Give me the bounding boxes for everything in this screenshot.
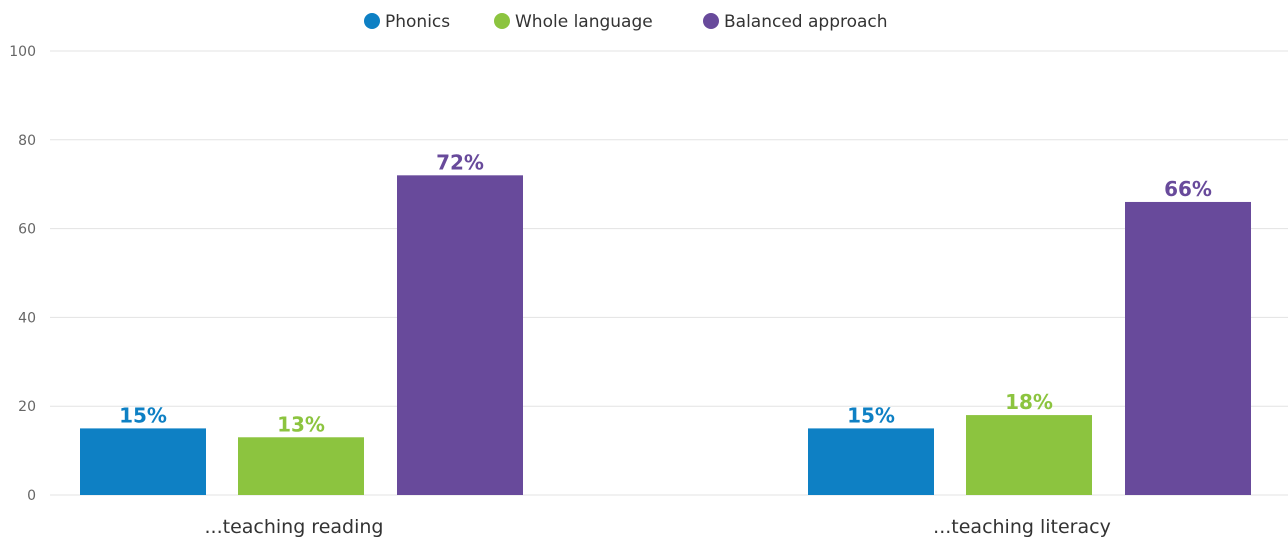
legend-item: Phonics [364,12,450,32]
legend-item: Whole language [494,12,653,32]
bar [808,428,934,495]
data-labels: 15% 13% 72% 15% 18% 66% [119,150,1212,436]
bar [238,437,364,495]
bar [80,428,206,495]
bar-value-label: 18% [1005,390,1053,414]
bar-value-label: 13% [277,412,325,436]
y-tick-label: 80 [18,133,36,149]
bar-value-label: 15% [119,403,167,427]
x-category-label: ...teaching reading [205,516,384,538]
legend-label: Balanced approach [724,12,888,32]
gridlines [50,50,1288,496]
bars [80,175,1251,495]
x-axis-categories: ...teaching reading ...teaching literacy [205,516,1111,538]
bar [397,175,523,495]
legend: Phonics Whole language Balanced approach [364,12,888,32]
legend-marker-icon [494,13,510,29]
y-tick-label: 40 [18,310,36,326]
legend-marker-icon [703,13,719,29]
bar-value-label: 15% [847,403,895,427]
legend-item: Balanced approach [703,12,888,32]
y-tick-label: 100 [9,44,36,60]
y-tick-label: 0 [27,488,36,504]
y-tick-label: 60 [18,222,36,238]
legend-label: Whole language [515,12,653,32]
y-axis-ticks: 0 20 40 60 80 100 [9,44,36,504]
legend-marker-icon [364,13,380,29]
legend-label: Phonics [385,12,450,32]
y-tick-label: 20 [18,399,36,415]
bar-value-label: 66% [1164,177,1212,201]
x-category-label: ...teaching literacy [933,516,1111,538]
bar [966,415,1092,495]
bar-value-label: 72% [436,150,484,174]
bar [1125,201,1251,495]
